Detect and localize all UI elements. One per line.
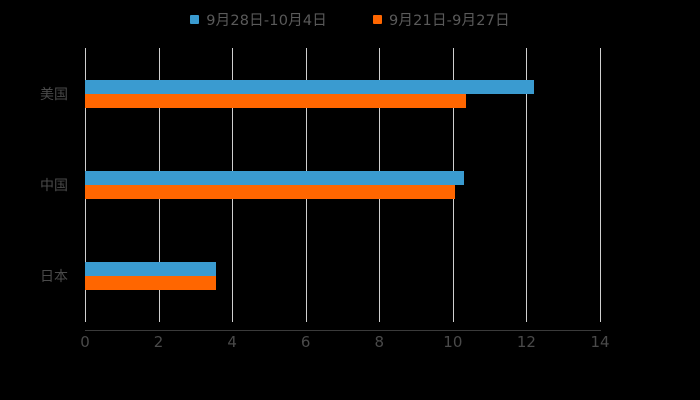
x-tick-label-0: 0 xyxy=(80,333,90,351)
bar-日本-series-1[interactable] xyxy=(85,262,216,277)
legend-swatch-blue-icon xyxy=(190,14,200,24)
x-axis-tick-labels: 0 2 4 6 8 10 12 14 xyxy=(0,333,700,357)
x-tick-label-4: 4 xyxy=(227,333,237,351)
legend-label-series-2: 9月21日-9月27日 xyxy=(389,12,510,29)
y-axis-label-0: 美国 xyxy=(40,86,68,103)
x-tick-label-12: 12 xyxy=(516,333,536,351)
y-axis-labels: 美国 中国 日本 xyxy=(0,48,76,322)
x-tick-label-10: 10 xyxy=(443,333,463,351)
x-tick-label-6: 6 xyxy=(300,333,311,351)
legend-item-series-2[interactable]: 9月21日-9月27日 xyxy=(373,9,510,30)
bar-中国-series-2[interactable] xyxy=(85,185,455,199)
bar-日本-series-2[interactable] xyxy=(85,276,216,291)
x-tick-label-14: 14 xyxy=(590,333,610,351)
bar-美国-series-1[interactable] xyxy=(85,79,534,94)
bar-美国-series-2[interactable] xyxy=(85,93,466,108)
legend-swatch-orange-icon xyxy=(373,14,382,24)
bar-中国-series-1[interactable] xyxy=(85,171,464,185)
x-axis-line xyxy=(85,330,601,331)
legend-label-series-1: 9月28日-10月4日 xyxy=(206,12,327,29)
y-axis-label-1: 中国 xyxy=(40,178,68,194)
chart-legend: 9月28日-10月4日 9月21日-9月27日 xyxy=(0,6,700,32)
x-tick-label-8: 8 xyxy=(374,333,385,351)
plot-area xyxy=(85,48,601,322)
legend-item-series-1[interactable]: 9月28日-10月4日 xyxy=(190,9,327,30)
y-axis-label-2: 日本 xyxy=(40,269,68,286)
gridline xyxy=(526,48,528,322)
gridline xyxy=(600,48,601,322)
x-tick-label-2: 2 xyxy=(153,333,164,351)
